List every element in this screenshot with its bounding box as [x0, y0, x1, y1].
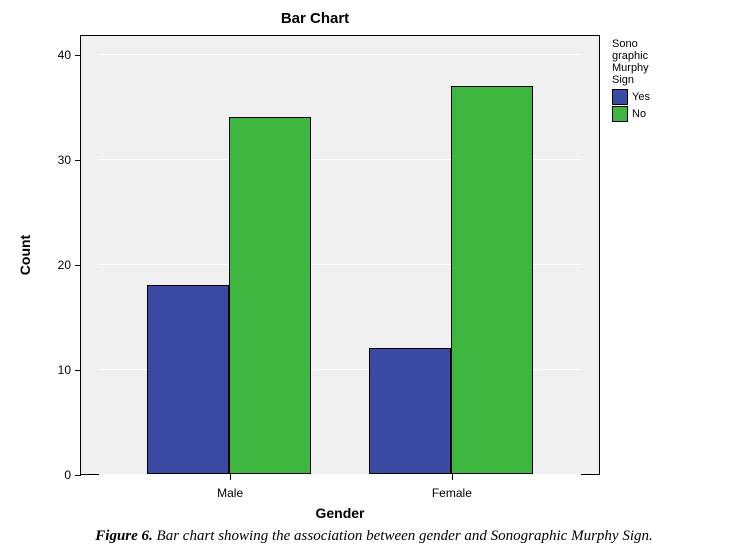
legend-swatch	[612, 106, 628, 122]
grid-line	[99, 474, 581, 475]
chart-title: Bar Chart	[0, 10, 630, 27]
x-tick-mark	[230, 474, 231, 480]
y-tick-label: 10	[58, 363, 81, 377]
x-tick-mark	[452, 474, 453, 480]
figure-container: Bar Chart Count Gender 010203040MaleFema…	[0, 0, 748, 554]
y-tick-label: 30	[58, 153, 81, 167]
bar	[451, 86, 533, 475]
legend-item: No	[612, 106, 672, 122]
bar	[147, 285, 229, 474]
legend-item: Yes	[612, 89, 672, 105]
x-tick-label: Male	[217, 486, 243, 500]
legend-items: Yes No	[612, 89, 672, 122]
x-tick-label: Female	[432, 486, 472, 500]
y-axis-label: Count	[17, 235, 33, 275]
legend-title: SonographicMurphySign	[612, 38, 672, 86]
legend-label: No	[632, 108, 646, 120]
bar	[229, 117, 311, 474]
figure-number: Figure 6.	[95, 528, 153, 544]
bar	[369, 348, 451, 474]
plot-inner	[99, 54, 581, 474]
legend-swatch	[612, 89, 628, 105]
grid-line	[99, 54, 581, 55]
legend-label: Yes	[632, 91, 650, 103]
y-tick-label: 20	[58, 258, 81, 272]
plot-area: 010203040MaleFemale	[80, 35, 600, 475]
y-tick-label: 40	[58, 48, 81, 62]
legend: SonographicMurphySign Yes No	[612, 38, 672, 123]
figure-caption-text: Bar chart showing the association betwee…	[157, 528, 653, 544]
figure-caption: Figure 6. Bar chart showing the associat…	[0, 528, 748, 545]
x-axis-label: Gender	[315, 505, 364, 521]
y-tick-label: 0	[64, 468, 81, 482]
